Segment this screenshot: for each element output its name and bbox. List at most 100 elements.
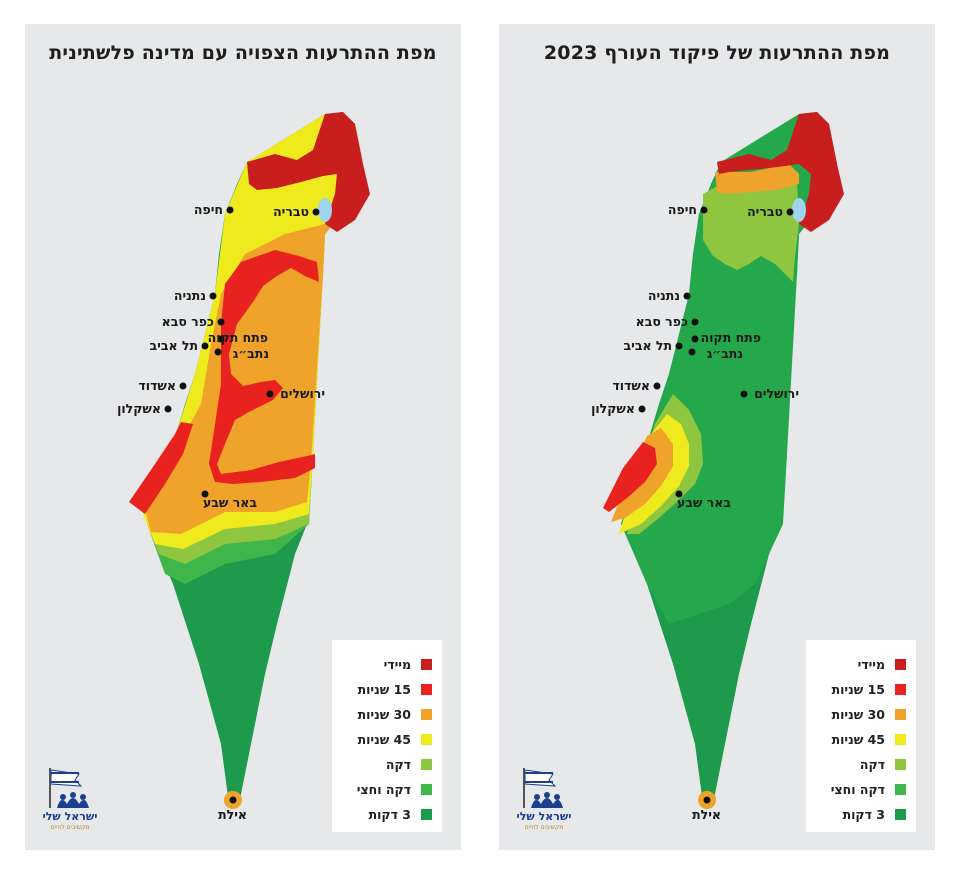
legend-swatch (421, 808, 432, 820)
left-zone-30sec (143, 164, 363, 534)
left-city-ashdod: אשדוד (138, 378, 187, 393)
left-logo-name: ישראל שלי (42, 810, 98, 823)
right-legend-15sec: 15 שניות (832, 679, 906, 699)
svg-text:פתח תקוה: פתח תקוה (701, 330, 761, 345)
right-logo-tagline: מקשיבים לחיים (524, 824, 564, 831)
svg-text:נתב״ג: נתב״ג (233, 346, 269, 361)
svg-text:נתניה: נתניה (648, 288, 680, 303)
right-zone-30sec (611, 164, 799, 522)
svg-text:באר שבע: באר שבע (203, 495, 257, 510)
right-legend-1min: דקה (860, 754, 906, 774)
legend-swatch (895, 783, 906, 795)
right-city-eilat: אילת (692, 796, 721, 822)
left-city-haifa: חיפה (194, 202, 234, 217)
left-city-petah-tikva: פתח תקוה (208, 330, 268, 345)
left-zone-3min (147, 112, 363, 804)
svg-text:תל אביב: תל אביב (624, 338, 672, 353)
left-legend-immediate: מיידי (384, 654, 432, 674)
right-city-ashdod: אשדוד (612, 378, 661, 393)
right-legend-30sec: 30 שניות (832, 704, 906, 724)
right-city-kfar-saba: כפר סבא (636, 314, 699, 329)
svg-text:נתניה: נתניה (174, 288, 206, 303)
left-city-eilat: אילת (218, 796, 247, 822)
legend-swatch (895, 658, 906, 670)
svg-text:תל אביב: תל אביב (150, 338, 198, 353)
left-city-beer-sheva: באר שבע (201, 490, 257, 510)
left-legend-1-5min: דקה וחצי (357, 779, 432, 799)
right-legend-45sec: 45 שניות (832, 729, 906, 749)
legend-swatch (895, 708, 906, 720)
svg-text:נתב״ג: נתב״ג (707, 346, 743, 361)
svg-text:אילת: אילת (692, 807, 721, 822)
left-city-ben-gurion-airport: נתב״ג (214, 346, 269, 361)
left-zone-15sec (129, 146, 363, 514)
legend-swatch (421, 708, 432, 720)
svg-text:פתח תקוה: פתח תקוה (208, 330, 268, 345)
left-logo-icon (49, 768, 89, 808)
legend-label: דקה וחצי (356, 781, 411, 797)
svg-text:אשדוד: אשדוד (612, 378, 650, 393)
left-city-tiberias: טבריה (273, 204, 320, 219)
right-map-title: מפת ההתרעות של פיקוד העורף 2023 (543, 42, 891, 64)
right-legend-1-5min: דקה וחצי (831, 779, 906, 799)
legend-label: 3 דקות (368, 806, 411, 822)
left-legend-1min: דקה (386, 754, 432, 774)
left-legend-15sec: 15 שניות (358, 679, 432, 699)
svg-text:אשדוד: אשדוד (138, 378, 176, 393)
right-city-beer-sheva: באר שבע (675, 490, 731, 510)
svg-text:כפר סבא: כפר סבא (162, 314, 214, 329)
legend-label: 3 דקות (842, 806, 885, 822)
legend-swatch (895, 733, 906, 745)
left-map-panel: מפת ההתרעות הצפויה עם מדינה פלשתינית חיפ… (25, 24, 461, 850)
legend-label: מיידי (383, 656, 411, 672)
svg-text:טבריה: טבריה (273, 204, 309, 219)
legend-swatch (895, 683, 906, 695)
right-city-tel-aviv: תל אביב (624, 338, 683, 353)
left-zone-immediate (247, 112, 370, 232)
svg-text:ירושלים: ירושלים (280, 386, 325, 401)
right-logo-name: ישראל שלי (516, 810, 572, 823)
svg-text:אילת: אילת (218, 807, 247, 822)
svg-text:אשקלון: אשקלון (117, 401, 161, 416)
svg-text:כפר סבא: כפר סבא (636, 314, 688, 329)
right-city-ashkelon: אשקלון (591, 401, 646, 416)
legend-swatch (421, 683, 432, 695)
left-city-kfar-saba: כפר סבא (162, 314, 225, 329)
svg-text:חיפה: חיפה (668, 202, 697, 217)
right-logo-icon (523, 768, 563, 808)
legend-label: דקה (385, 756, 411, 772)
legend-label: 15 שניות (357, 681, 411, 697)
left-city-jerusalem: ירושלים (266, 386, 325, 401)
svg-text:ירושלים: ירושלים (754, 386, 799, 401)
right-legend-immediate: מיידי (858, 654, 906, 674)
legend-label: דקה (859, 756, 885, 772)
left-city-ashkelon: אשקלון (117, 401, 172, 416)
legend-label: דקה וחצי (830, 781, 885, 797)
legend-swatch (421, 658, 432, 670)
left-city-netanya: נתניה (174, 288, 217, 303)
right-zone-immediate (717, 112, 844, 232)
legend-label: 30 שניות (357, 706, 411, 722)
svg-text:טבריה: טבריה (747, 204, 783, 219)
left-city-tel-aviv: תל אביב (150, 338, 209, 353)
legend-label: 15 שניות (831, 681, 885, 697)
right-alert-map: חיפה טבריה נתניה כפר סבא פתח תקוה תל אבי… (591, 112, 844, 822)
right-city-petah-tikva: פתח תקוה (691, 330, 761, 345)
left-map-title: מפת ההתרעות הצפויה עם מדינה פלשתינית (49, 42, 437, 64)
legend-swatch (421, 733, 432, 745)
right-city-haifa: חיפה (668, 202, 708, 217)
right-city-ben-gurion-airport: נתב״ג (688, 346, 743, 361)
right-legend: מיידי 15 שניות 30 שניות 45 שניות דקה דקה… (806, 640, 916, 832)
legend-label: 30 שניות (831, 706, 885, 722)
legend-swatch (895, 758, 906, 770)
svg-text:אשקלון: אשקלון (591, 401, 635, 416)
left-logo-tagline: מקשיבים לחיים (50, 824, 90, 831)
left-alert-map: חיפה טבריה נתניה כפר סבא פתח תקוה תל אבי… (117, 112, 370, 822)
left-legend-45sec: 45 שניות (358, 729, 432, 749)
svg-text:חיפה: חיפה (194, 202, 223, 217)
legend-swatch (895, 808, 906, 820)
svg-text:באר שבע: באר שבע (677, 495, 731, 510)
legend-label: 45 שניות (831, 731, 885, 747)
right-sea-of-galilee (792, 198, 806, 222)
legend-label: 45 שניות (357, 731, 411, 747)
